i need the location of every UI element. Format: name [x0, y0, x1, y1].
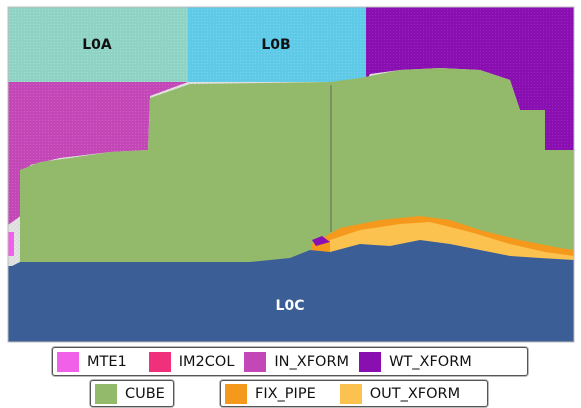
- l0b-label: L0B: [261, 37, 290, 53]
- memory-usage-chart: L0A L0B L0C: [7, 6, 575, 343]
- legend-item-im2col: IM2COL: [148, 351, 235, 372]
- in-xform-region: [8, 82, 188, 225]
- fix-pipe-swatch: [225, 383, 247, 404]
- im2col-swatch: [148, 351, 171, 372]
- legend-label-in-xform: IN_XFORM: [274, 353, 350, 370]
- in-xform-swatch: [244, 351, 267, 372]
- legend-item-mte1: MTE1: [57, 351, 127, 372]
- mte1-sliver: [8, 232, 14, 256]
- legend-label-mte1: MTE1: [87, 353, 127, 370]
- l0a-label: L0A: [82, 37, 112, 53]
- legend-label-wt-xform: WT_XFORM: [389, 353, 472, 370]
- wt-xform-fringe: [312, 236, 330, 246]
- legend-label-out-xform: OUT_XFORM: [369, 385, 461, 402]
- l0a-region: [8, 7, 188, 82]
- cube-swatch: [95, 383, 117, 404]
- l0c-label: L0C: [276, 298, 305, 314]
- mte1-swatch: [57, 351, 79, 372]
- wt-xform-swatch: [359, 351, 382, 372]
- cube-region: [20, 68, 574, 262]
- legend-item-in-xform: IN_XFORM: [244, 351, 350, 372]
- l0c-region: [8, 266, 574, 342]
- legend-label-fix-pipe: FIX_PIPE: [255, 385, 316, 402]
- legend-item-wt-xform: WT_XFORM: [359, 351, 472, 372]
- out-xform-swatch: [339, 383, 362, 404]
- l0b-region: [188, 7, 366, 82]
- legend-row-2b: FIX_PIPE OUT_XFORM: [220, 380, 488, 407]
- l0c-fringe: [8, 240, 574, 268]
- legend-item-cube: CUBE: [95, 383, 165, 404]
- wt-xform-region: [366, 7, 574, 150]
- legend-row-2a: CUBE: [90, 380, 174, 407]
- legend-row-1: MTE1 IM2COL IN_XFORM WT_XFORM: [52, 347, 528, 376]
- plot-frame: [7, 6, 575, 343]
- legend-label-im2col: IM2COL: [178, 353, 235, 370]
- legend-label-cube: CUBE: [125, 385, 165, 402]
- legend-item-out-xform: OUT_XFORM: [339, 383, 461, 404]
- legend-item-fix-pipe: FIX_PIPE: [225, 383, 316, 404]
